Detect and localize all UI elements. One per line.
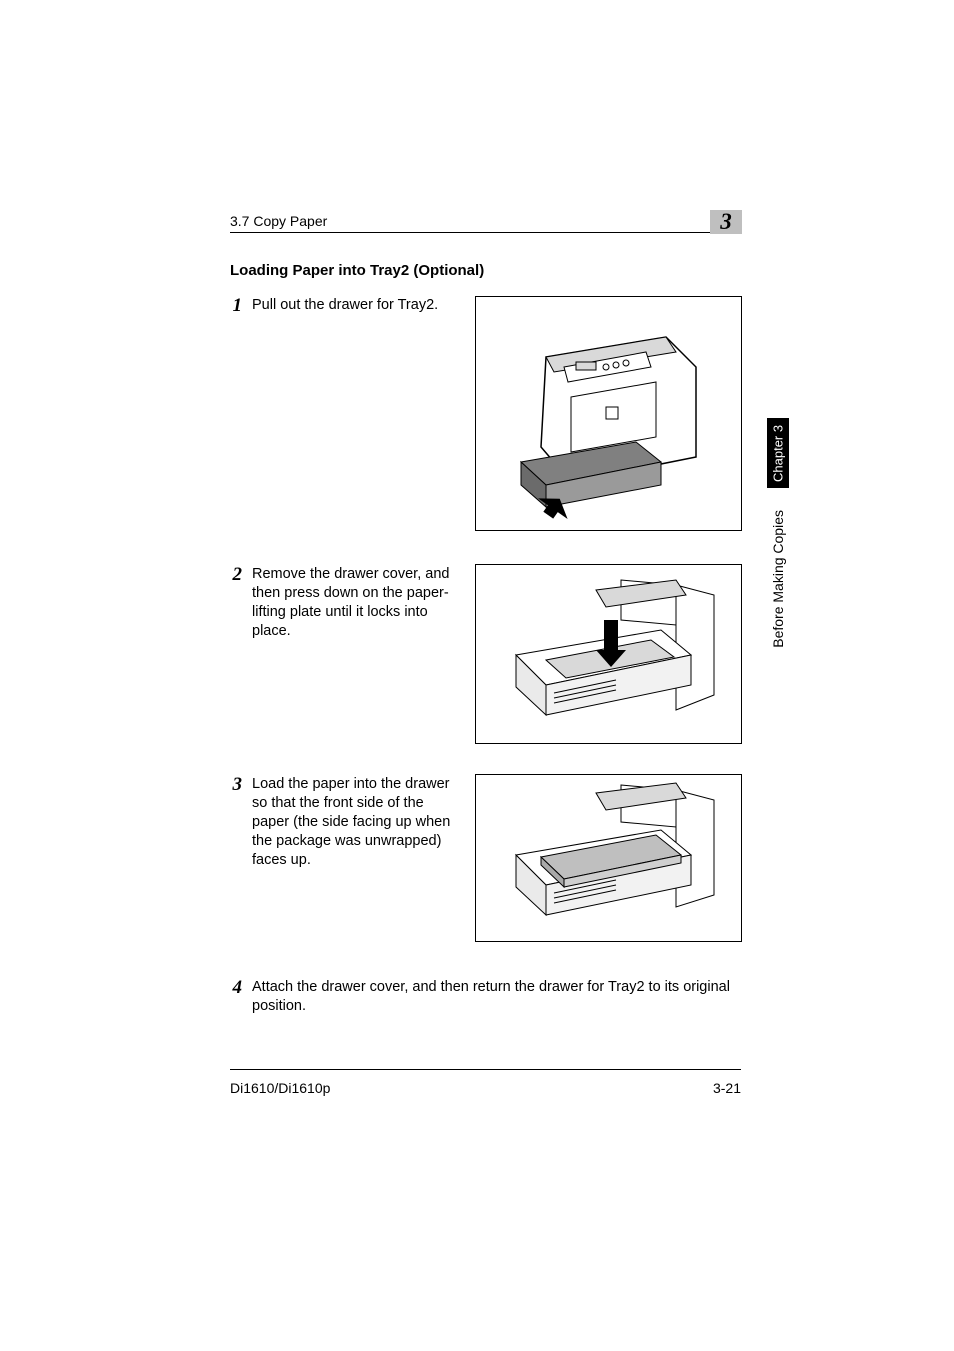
step-text: Load the paper into the drawer so that t… bbox=[252, 775, 463, 870]
step-number: 3 bbox=[218, 775, 242, 794]
chapter-number: 3 bbox=[720, 209, 732, 234]
figure-step-2 bbox=[475, 564, 742, 744]
step-number: 2 bbox=[218, 565, 242, 584]
figure-step-3 bbox=[475, 774, 742, 942]
chapter-number-box: 3 bbox=[710, 210, 742, 234]
page-subtitle: Loading Paper into Tray2 (Optional) bbox=[230, 262, 484, 279]
footer-page-number: 3-21 bbox=[713, 1080, 741, 1096]
section-side-label: Before Making Copies bbox=[767, 510, 789, 648]
step-text: Remove the drawer cover, and then press … bbox=[252, 565, 458, 641]
step-text: Attach the drawer cover, and then return… bbox=[252, 978, 738, 1016]
header-rule bbox=[230, 232, 741, 233]
step-number: 1 bbox=[218, 296, 242, 315]
step-number: 4 bbox=[218, 978, 242, 997]
figure-step-1 bbox=[475, 296, 742, 531]
step-1: 1 Pull out the drawer for Tray2. bbox=[218, 296, 448, 315]
step-3: 3 Load the paper into the drawer so that… bbox=[218, 775, 463, 870]
tray-press-icon bbox=[476, 565, 741, 743]
step-4: 4 Attach the drawer cover, and then retu… bbox=[218, 978, 738, 1016]
printer-full-icon bbox=[476, 297, 741, 530]
step-2: 2 Remove the drawer cover, and then pres… bbox=[218, 565, 458, 641]
footer-rule bbox=[230, 1069, 741, 1070]
chapter-tab: Chapter 3 bbox=[767, 418, 789, 488]
footer-model: Di1610/Di1610p bbox=[230, 1080, 330, 1096]
manual-page: 3.7 Copy Paper 3 Loading Paper into Tray… bbox=[0, 0, 954, 1351]
tray-load-paper-icon bbox=[476, 775, 741, 941]
step-text: Pull out the drawer for Tray2. bbox=[252, 296, 438, 315]
section-header: 3.7 Copy Paper bbox=[230, 213, 327, 229]
